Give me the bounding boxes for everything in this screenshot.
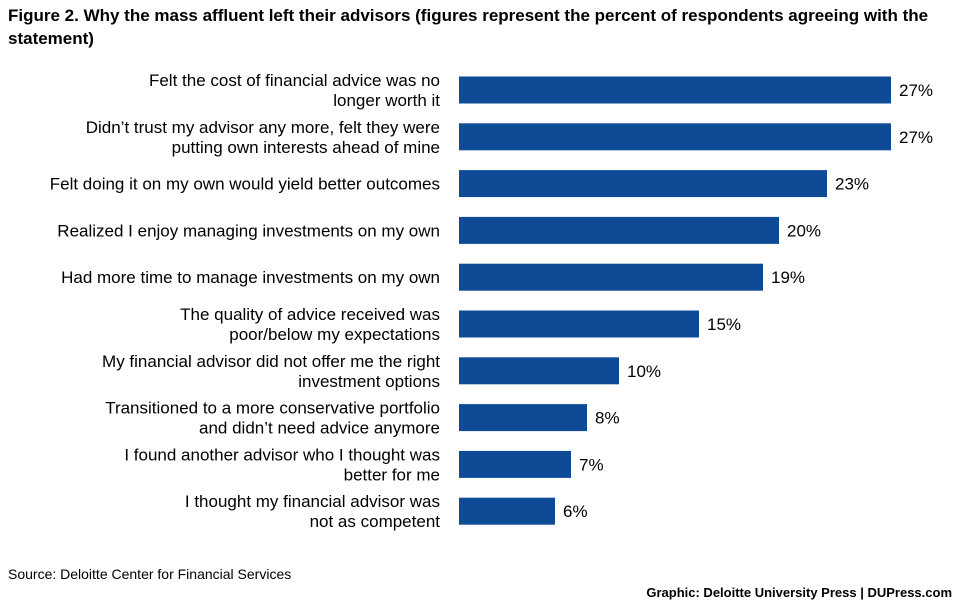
category-label-line: investment options bbox=[298, 372, 440, 391]
value-label: 10% bbox=[627, 362, 661, 381]
category-label-line: Didn’t trust my advisor any more, felt t… bbox=[86, 118, 440, 137]
category-label: The quality of advice received was poor/b… bbox=[180, 305, 440, 344]
value-label: 6% bbox=[563, 502, 588, 521]
category-label-line: Transitioned to a more conservative port… bbox=[105, 399, 440, 418]
value-label: 19% bbox=[771, 268, 805, 287]
category-label-line: better for me bbox=[344, 465, 440, 484]
category-label: Felt doing it on my own would yield bett… bbox=[50, 175, 440, 194]
category-label-line: Felt doing it on my own would yield bett… bbox=[50, 175, 440, 194]
bar bbox=[459, 357, 619, 385]
bar-row: I thought my financial advisor was not as… bbox=[185, 492, 588, 531]
category-label-line: not as competent bbox=[310, 512, 441, 531]
bar-row: Transitioned to a more conservative port… bbox=[105, 399, 619, 438]
bar bbox=[459, 216, 779, 244]
category-label-line: Realized I enjoy managing investments on… bbox=[57, 221, 440, 240]
value-label: 20% bbox=[787, 221, 821, 240]
value-label: 8% bbox=[595, 409, 620, 428]
value-label: 27% bbox=[899, 81, 933, 100]
bar-row: I found another advisor who I thought wa… bbox=[124, 445, 603, 484]
value-label: 23% bbox=[835, 175, 869, 194]
source-note: Source: Deloitte Center for Financial Se… bbox=[8, 566, 292, 582]
category-label-line: longer worth it bbox=[333, 91, 440, 110]
category-label-line: I found another advisor who I thought wa… bbox=[124, 445, 440, 464]
category-label-line: I thought my financial advisor was bbox=[185, 492, 440, 511]
bar-row: Felt doing it on my own would yield bett… bbox=[50, 170, 869, 198]
category-label: Realized I enjoy managing investments on… bbox=[57, 221, 440, 240]
category-label-line: putting own interests ahead of mine bbox=[172, 138, 440, 157]
bar-row: Had more time to manage investments on m… bbox=[61, 263, 805, 291]
value-label: 7% bbox=[579, 455, 604, 474]
category-label: Had more time to manage investments on m… bbox=[61, 268, 440, 287]
category-label: I found another advisor who I thought wa… bbox=[124, 445, 440, 484]
bar-row: My financial advisor did not offer me th… bbox=[102, 352, 661, 391]
category-label-line: and didn’t need advice anymore bbox=[199, 419, 440, 438]
value-label: 27% bbox=[899, 128, 933, 147]
bar-row: Felt the cost of financial advice was no… bbox=[149, 71, 933, 110]
bar bbox=[459, 497, 555, 525]
category-label: Didn’t trust my advisor any more, felt t… bbox=[86, 118, 440, 157]
bar-row: The quality of advice received was poor/b… bbox=[180, 305, 741, 344]
value-label: 15% bbox=[707, 315, 741, 334]
category-label: I thought my financial advisor was not as… bbox=[185, 492, 440, 531]
category-label: Transitioned to a more conservative port… bbox=[105, 399, 440, 438]
category-label: My financial advisor did not offer me th… bbox=[102, 352, 440, 391]
bar bbox=[459, 123, 891, 151]
bar bbox=[459, 263, 763, 291]
bar bbox=[459, 450, 571, 478]
bar bbox=[459, 170, 827, 198]
credit-note: Graphic: Deloitte University Press | DUP… bbox=[646, 585, 952, 600]
category-label-line: Felt the cost of financial advice was no bbox=[149, 71, 440, 90]
chart-title: Figure 2. Why the mass affluent left the… bbox=[8, 6, 929, 48]
category-label-line: The quality of advice received was bbox=[180, 305, 440, 324]
bar-row: Didn’t trust my advisor any more, felt t… bbox=[86, 118, 933, 157]
bar bbox=[459, 76, 891, 104]
category-label: Felt the cost of financial advice was no… bbox=[149, 71, 440, 110]
category-label-line: poor/below my expectations bbox=[229, 325, 440, 344]
bar-row: Realized I enjoy managing investments on… bbox=[57, 216, 821, 244]
category-label-line: My financial advisor did not offer me th… bbox=[102, 352, 440, 371]
bar bbox=[459, 404, 587, 432]
category-label-line: Had more time to manage investments on m… bbox=[61, 268, 440, 287]
bar bbox=[459, 310, 699, 338]
